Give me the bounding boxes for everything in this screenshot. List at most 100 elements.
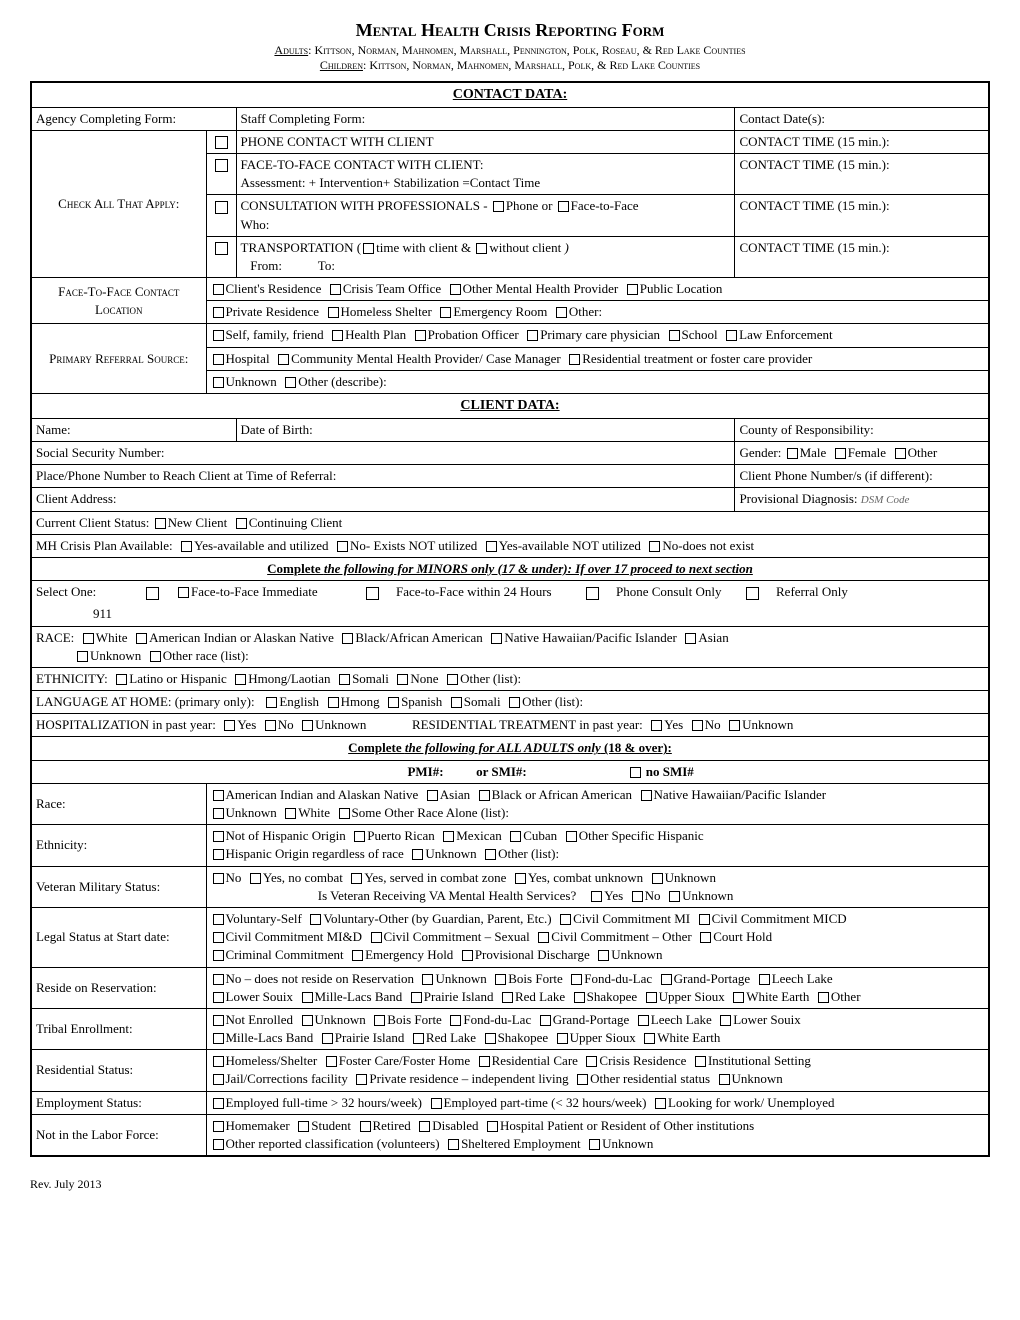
checkbox[interactable]: [591, 891, 602, 902]
contact-time-1[interactable]: CONTACT TIME (15 min.):: [735, 130, 989, 153]
checkbox[interactable]: [540, 1015, 551, 1026]
checkbox[interactable]: [787, 448, 798, 459]
checkbox[interactable]: [450, 1015, 461, 1026]
checkbox[interactable]: [213, 354, 224, 365]
checkbox[interactable]: [685, 633, 696, 644]
checkbox[interactable]: [374, 1015, 385, 1026]
checkbox[interactable]: [356, 1074, 367, 1085]
staff-field[interactable]: Staff Completing Form:: [236, 107, 735, 130]
checkbox[interactable]: [695, 1056, 706, 1067]
checkbox[interactable]: [649, 541, 660, 552]
agency-field[interactable]: Agency Completing Form:: [31, 107, 236, 130]
checkbox[interactable]: [213, 330, 224, 341]
opt-referral-check[interactable]: [746, 587, 759, 600]
checkbox[interactable]: [440, 307, 451, 318]
checkbox[interactable]: [661, 974, 672, 985]
checkbox[interactable]: [352, 950, 363, 961]
checkbox[interactable]: [412, 849, 423, 860]
checkbox[interactable]: [479, 1056, 490, 1067]
checkbox[interactable]: [487, 1121, 498, 1132]
checkbox[interactable]: [371, 932, 382, 943]
transport-without-check[interactable]: [476, 243, 487, 254]
opt-911-check[interactable]: [146, 587, 159, 600]
checkbox[interactable]: [136, 633, 147, 644]
checkbox[interactable]: [266, 697, 277, 708]
checkbox[interactable]: [632, 891, 643, 902]
consult-check[interactable]: [215, 201, 228, 214]
no-smi-check[interactable]: [630, 767, 641, 778]
checkbox[interactable]: [692, 720, 703, 731]
checkbox[interactable]: [213, 1098, 224, 1109]
checkbox[interactable]: [213, 992, 224, 1003]
checkbox[interactable]: [699, 914, 710, 925]
checkbox[interactable]: [586, 1056, 597, 1067]
checkbox[interactable]: [360, 1121, 371, 1132]
checkbox[interactable]: [569, 354, 580, 365]
checkbox[interactable]: [589, 1139, 600, 1150]
checkbox[interactable]: [895, 448, 906, 459]
checkbox[interactable]: [298, 1121, 309, 1132]
checkbox[interactable]: [213, 849, 224, 860]
checkbox[interactable]: [213, 377, 224, 388]
checkbox[interactable]: [566, 831, 577, 842]
checkbox[interactable]: [818, 992, 829, 1003]
checkbox[interactable]: [451, 697, 462, 708]
checkbox[interactable]: [310, 914, 321, 925]
checkbox[interactable]: [250, 873, 261, 884]
checkbox[interactable]: [302, 992, 313, 1003]
checkbox[interactable]: [509, 697, 520, 708]
checkbox[interactable]: [651, 720, 662, 731]
checkbox[interactable]: [235, 674, 246, 685]
checkbox[interactable]: [236, 518, 247, 529]
checkbox[interactable]: [527, 330, 538, 341]
checkbox[interactable]: [720, 1015, 731, 1026]
checkbox[interactable]: [413, 1033, 424, 1044]
checkbox[interactable]: [669, 891, 680, 902]
checkbox[interactable]: [181, 541, 192, 552]
county-field[interactable]: County of Responsibility:: [735, 418, 989, 441]
checkbox[interactable]: [116, 674, 127, 685]
opt-phone-check[interactable]: [586, 587, 599, 600]
checkbox[interactable]: [342, 633, 353, 644]
checkbox[interactable]: [302, 1015, 313, 1026]
checkbox[interactable]: [419, 1121, 430, 1132]
f2f-contact-check[interactable]: [215, 159, 228, 172]
opt-f2f-24-check[interactable]: [366, 587, 379, 600]
checkbox[interactable]: [641, 790, 652, 801]
checkbox[interactable]: [213, 284, 224, 295]
checkbox[interactable]: [515, 873, 526, 884]
checkbox[interactable]: [339, 808, 350, 819]
checkbox[interactable]: [326, 1056, 337, 1067]
checkbox[interactable]: [556, 307, 567, 318]
checkbox[interactable]: [278, 354, 289, 365]
checkbox[interactable]: [322, 1033, 333, 1044]
checkbox[interactable]: [397, 674, 408, 685]
checkbox[interactable]: [285, 808, 296, 819]
checkbox[interactable]: [411, 992, 422, 1003]
checkbox[interactable]: [627, 284, 638, 295]
checkbox[interactable]: [213, 831, 224, 842]
checkbox[interactable]: [486, 541, 497, 552]
contact-time-3[interactable]: CONTACT TIME (15 min.):: [735, 195, 989, 236]
contact-time-4[interactable]: CONTACT TIME (15 min.):: [735, 236, 989, 277]
checkbox[interactable]: [726, 330, 737, 341]
opt-f2f-imm-check[interactable]: [178, 587, 189, 598]
checkbox[interactable]: [638, 1015, 649, 1026]
checkbox[interactable]: [733, 992, 744, 1003]
checkbox[interactable]: [655, 1098, 666, 1109]
diagnosis-field[interactable]: Provisional Diagnosis: DSM Code: [735, 488, 989, 511]
checkbox[interactable]: [646, 992, 657, 1003]
checkbox[interactable]: [485, 1033, 496, 1044]
checkbox[interactable]: [448, 1139, 459, 1150]
checkbox[interactable]: [388, 697, 399, 708]
place-phone-field[interactable]: Place/Phone Number to Reach Client at Ti…: [31, 465, 735, 488]
contact-date-field[interactable]: Contact Date(s):: [735, 107, 989, 130]
checkbox[interactable]: [213, 932, 224, 943]
consult-f2f-check[interactable]: [558, 201, 569, 212]
client-phone-field[interactable]: Client Phone Number/s (if different):: [735, 465, 989, 488]
checkbox[interactable]: [330, 284, 341, 295]
checkbox[interactable]: [337, 541, 348, 552]
checkbox[interactable]: [415, 330, 426, 341]
checkbox[interactable]: [77, 651, 88, 662]
checkbox[interactable]: [571, 974, 582, 985]
